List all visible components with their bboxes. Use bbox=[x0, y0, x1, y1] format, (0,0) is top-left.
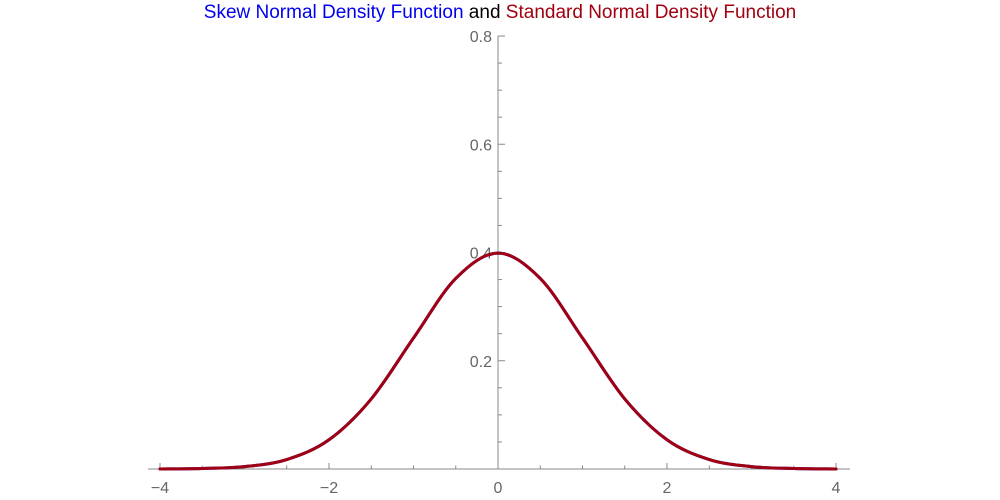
chart-title: Skew Normal Density Function and Standar… bbox=[0, 2, 1000, 24]
x-tick-label: 2 bbox=[663, 480, 672, 497]
x-tick-label: 4 bbox=[832, 480, 841, 497]
title-skew-normal: Skew Normal Density Function bbox=[203, 2, 464, 23]
title-and: and bbox=[463, 2, 506, 23]
y-tick-label: 0.2 bbox=[470, 354, 492, 371]
y-tick-label: 0.6 bbox=[470, 137, 492, 154]
x-tick-label: −2 bbox=[320, 480, 338, 497]
axes: −4 −2 0 2 4 0.2 0.4 0.6 0.8 bbox=[148, 29, 850, 497]
title-standard-normal: Standard Normal Density Function bbox=[505, 2, 797, 23]
y-tick-label: 0.8 bbox=[470, 29, 492, 46]
x-tick-label: 0 bbox=[494, 480, 503, 497]
y-tick-label: 0.4 bbox=[470, 246, 492, 263]
plot-series bbox=[158, 251, 838, 471]
x-tick-label: −4 bbox=[151, 480, 169, 497]
standard-normal-series-line bbox=[158, 251, 838, 471]
